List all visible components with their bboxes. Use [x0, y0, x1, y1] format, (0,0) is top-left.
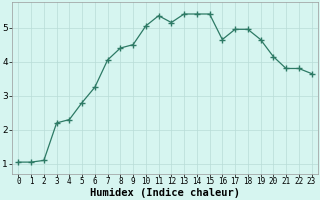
X-axis label: Humidex (Indice chaleur): Humidex (Indice chaleur)	[90, 188, 240, 198]
